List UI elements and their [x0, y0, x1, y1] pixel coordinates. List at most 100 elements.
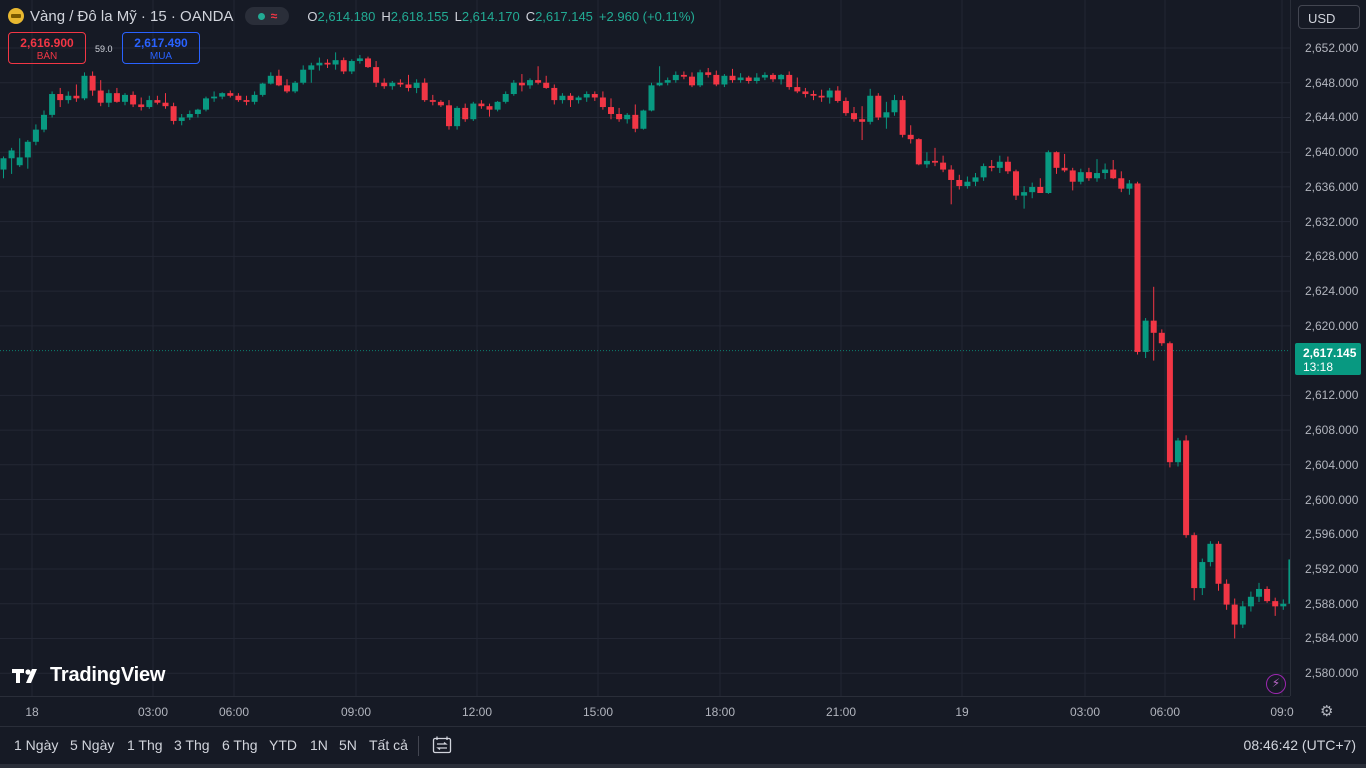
candle	[802, 87, 809, 98]
time-tick-label: 15:00	[582, 705, 614, 719]
price-tick-label: 2,652.000	[1305, 41, 1359, 55]
candle	[308, 62, 315, 83]
candle	[1077, 168, 1084, 185]
candle	[243, 95, 250, 106]
range-1-day[interactable]: 1 Ngày	[14, 737, 59, 753]
candle	[1183, 435, 1190, 538]
candle-body	[729, 75, 736, 81]
candle-body	[1288, 559, 1290, 604]
change-value: +2.960 (+0.11%)	[598, 8, 695, 24]
candle	[41, 110, 47, 133]
range-1-year[interactable]: 1N	[310, 737, 328, 753]
candle-body	[672, 74, 679, 81]
candle	[923, 152, 930, 168]
candle	[1069, 167, 1076, 191]
candle-body	[1272, 601, 1279, 607]
candle-body	[178, 117, 185, 121]
candle-body	[786, 74, 793, 88]
candle	[57, 87, 64, 108]
candle	[794, 77, 801, 94]
price-axis[interactable]: 2,652.000 2,648.000 2,644.000 2,640.000 2,63…	[1290, 0, 1366, 696]
candle	[259, 82, 266, 97]
candle-body	[162, 102, 169, 107]
candle	[97, 80, 104, 107]
candle-body	[591, 94, 598, 98]
candle	[1280, 599, 1287, 610]
candle-body	[1077, 172, 1084, 182]
chart-area[interactable]	[0, 0, 1290, 696]
candle-body	[834, 90, 841, 101]
wave-icon: ≈	[270, 9, 278, 23]
price-tick-label: 2,620.000	[1305, 318, 1359, 333]
candle-body	[1166, 343, 1173, 463]
candle	[891, 94, 898, 116]
candle-body	[57, 94, 64, 101]
candle	[1029, 182, 1036, 199]
market-status-pill[interactable]: ≈	[245, 7, 290, 25]
symbol-title[interactable]: Vàng / Đô la Mỹ · 15 · OANDA	[30, 7, 234, 25]
candle-body	[721, 75, 728, 85]
candle	[656, 66, 663, 87]
candle-body	[1150, 320, 1157, 333]
range-1-month[interactable]: 1 Thg	[127, 737, 163, 753]
time-tick-label: 06:00	[218, 705, 250, 719]
candle-body	[705, 72, 712, 75]
candle	[624, 113, 631, 124]
candle	[332, 52, 339, 70]
candle	[948, 165, 955, 205]
candle-body	[332, 60, 339, 65]
candle	[632, 104, 639, 133]
candle-body	[1102, 169, 1109, 174]
candle-body	[583, 94, 590, 98]
candle-body	[251, 94, 258, 102]
time-tick-label: 19	[955, 705, 969, 719]
range-6-month[interactable]: 6 Thg	[222, 737, 258, 753]
lightning-icon[interactable]: ⚡	[1266, 674, 1286, 694]
candle-body	[567, 95, 574, 101]
gear-icon[interactable]: ⚙	[1320, 703, 1334, 720]
candle-body	[988, 166, 995, 168]
range-ytd[interactable]: YTD	[269, 737, 297, 753]
candle	[713, 70, 720, 87]
candle-body	[761, 74, 768, 78]
open-key: O	[307, 8, 318, 24]
candle-body	[203, 98, 209, 110]
currency-selector[interactable]: USD	[1298, 5, 1360, 29]
candle	[964, 176, 971, 189]
candle	[429, 94, 436, 106]
candle	[292, 80, 299, 94]
tradingview-watermark[interactable]: TradingView	[12, 664, 165, 687]
sell-button[interactable]: 2,616.900 BÁN	[8, 32, 86, 64]
clock-timezone[interactable]: 08:46:42 (UTC+7)	[1243, 737, 1356, 753]
candle-body	[956, 179, 963, 187]
candle-body	[1239, 606, 1246, 625]
candle	[761, 72, 768, 81]
candle-body	[713, 74, 720, 85]
candle-body	[462, 107, 469, 120]
buy-button[interactable]: 2,617.490 MUA	[122, 32, 200, 64]
candle	[73, 84, 80, 102]
candle-body	[308, 65, 315, 70]
candle-body	[891, 100, 898, 113]
candle	[883, 101, 890, 129]
candle	[32, 124, 39, 146]
candle	[16, 138, 23, 167]
candle-body	[1045, 152, 1052, 194]
candle-body	[0, 158, 7, 170]
candle	[745, 75, 752, 84]
candle-body	[923, 160, 930, 165]
range-3-month[interactable]: 3 Thg	[174, 737, 210, 753]
range-5-day[interactable]: 5 Ngày	[70, 737, 115, 753]
market-open-dot-icon	[257, 12, 265, 20]
calendar-arrows-icon[interactable]	[432, 736, 452, 754]
candle-body	[980, 166, 987, 178]
range-5-year[interactable]: 5N	[339, 737, 357, 753]
candle-body	[389, 82, 396, 87]
candle	[81, 72, 88, 101]
price-tick-label: 2,608.000	[1305, 423, 1359, 438]
candle-body	[1037, 186, 1044, 194]
candlestick-chart[interactable]	[0, 0, 1290, 696]
candle	[186, 110, 193, 121]
range-all[interactable]: Tất cả	[369, 737, 408, 753]
time-axis[interactable]: 18 03:00 06:00 09:00 12:00 15:00 18:00 21:00 19 0…	[0, 696, 1294, 726]
